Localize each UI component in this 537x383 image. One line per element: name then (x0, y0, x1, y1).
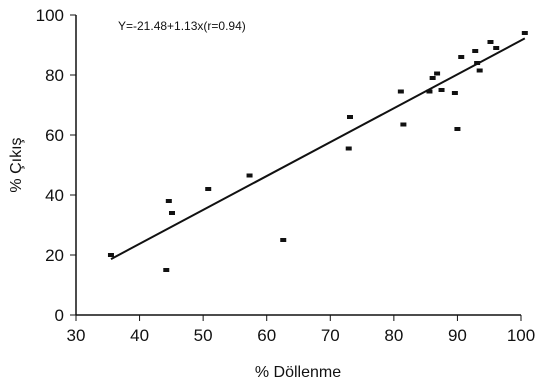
y-ticks: 0 20 40 60 80 100 (36, 6, 76, 325)
data-point (165, 199, 172, 203)
x-tick-label: 80 (384, 326, 403, 345)
x-ticks: 30 40 50 60 70 80 90 100 (67, 315, 535, 345)
data-point (400, 122, 407, 127)
trendline-group (110, 37, 526, 260)
data-point (521, 31, 528, 35)
x-tick-label: 70 (321, 326, 340, 345)
data-point (454, 127, 461, 131)
data-point (476, 68, 483, 73)
data-point (168, 211, 175, 215)
data-point (458, 55, 465, 59)
data-point (474, 61, 481, 65)
trendline (110, 37, 526, 260)
x-tick-label: 30 (67, 326, 86, 345)
data-point (438, 88, 445, 92)
data-point (472, 49, 479, 53)
data-point (163, 268, 170, 272)
data-point (345, 146, 352, 151)
data-point (280, 238, 287, 242)
x-tick-label: 50 (194, 326, 213, 345)
data-point (346, 115, 353, 119)
x-axis-title: % Döllenme (255, 364, 341, 381)
y-tick-label: 80 (45, 66, 64, 85)
y-tick-label: 0 (55, 306, 64, 325)
data-point (429, 76, 436, 80)
x-tick-label: 90 (448, 326, 467, 345)
y-tick-label: 100 (36, 6, 64, 25)
x-tick-label: 60 (257, 326, 276, 345)
data-points (107, 31, 528, 272)
y-tick-label: 40 (45, 186, 64, 205)
regression-equation: Y=-21.48+1.13x(r=0.94) (118, 19, 246, 33)
data-point (397, 89, 404, 94)
data-point (451, 91, 458, 95)
data-point (493, 46, 500, 50)
data-point (107, 253, 114, 257)
y-tick-label: 20 (45, 246, 64, 265)
data-point (426, 89, 433, 94)
x-tick-label: 40 (130, 326, 149, 345)
data-point (246, 173, 253, 178)
axes (75, 15, 521, 316)
y-axis-title: % Çıkış (8, 137, 25, 192)
x-tick-label: 100 (507, 326, 535, 345)
data-point (487, 40, 494, 44)
data-point (205, 187, 212, 191)
data-point (434, 71, 441, 76)
y-tick-label: 60 (45, 126, 64, 145)
